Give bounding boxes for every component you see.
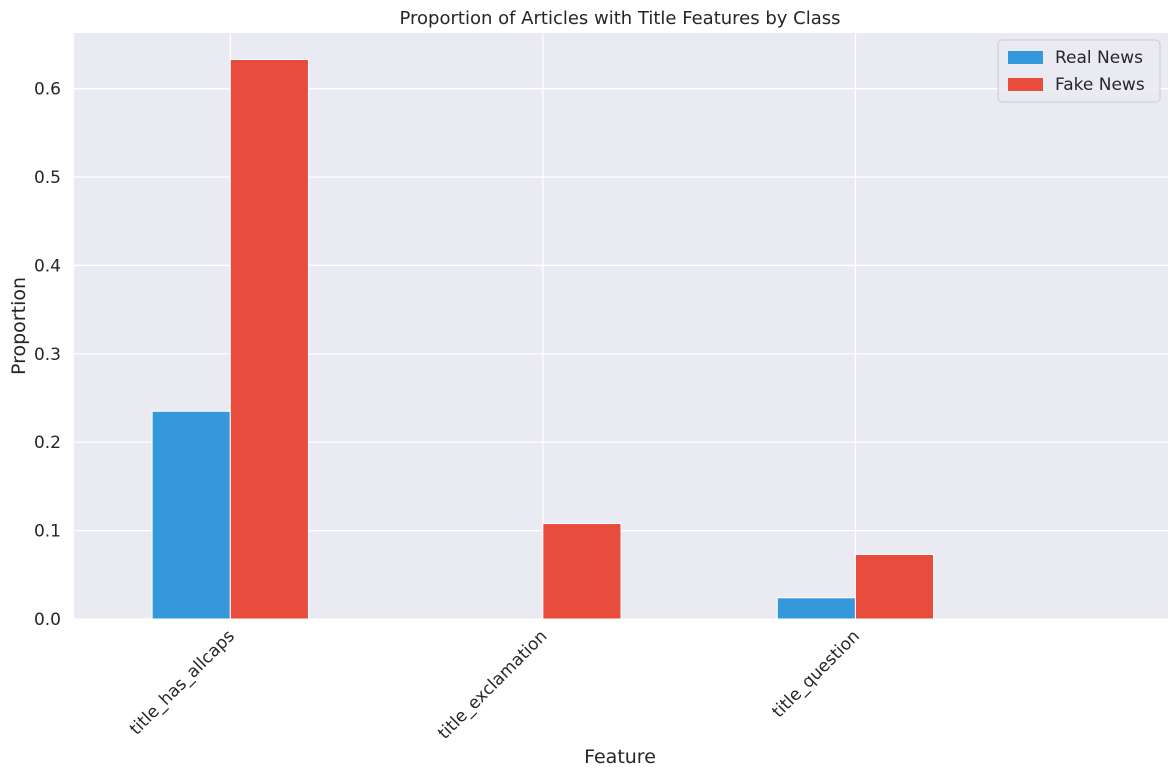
- legend: Real News Fake News: [997, 39, 1161, 103]
- chart-title: Proportion of Articles with Title Featur…: [400, 8, 841, 29]
- y-tick-labels: 0.0 0.1 0.2 0.3 0.4 0.5 0.6: [34, 80, 61, 630]
- y-axis-label: Proportion: [8, 277, 30, 375]
- bar-fake-news-title_exclamation: [542, 523, 622, 620]
- y-tick-label: 0.4: [34, 256, 61, 276]
- y-tick-label: 0.5: [34, 168, 61, 188]
- y-tick-label: 0.6: [34, 80, 61, 100]
- legend-label: Fake News: [1055, 75, 1145, 95]
- legend-swatch: [1008, 78, 1043, 91]
- x-axis-label: Feature: [584, 746, 656, 768]
- bar-fake-news-title_question: [854, 553, 935, 620]
- y-tick-label: 0.0: [34, 610, 61, 630]
- legend-label: Real News: [1055, 48, 1143, 68]
- bar-fake-news-title_has_allcaps: [229, 59, 309, 620]
- y-tick-label: 0.3: [34, 345, 61, 365]
- x-tick-label: title_exclamation: [434, 626, 551, 743]
- x-tick-label: title_has_allcaps: [126, 626, 239, 739]
- bar-real-news-title_has_allcaps: [151, 410, 231, 620]
- legend-swatch: [1008, 51, 1043, 64]
- x-tick-label: title_question: [768, 626, 864, 722]
- bar-real-news-title_question: [776, 597, 856, 620]
- x-tick-labels: title_has_allcaps title_exclamation title_…: [126, 626, 864, 743]
- y-tick-label: 0.1: [34, 522, 61, 542]
- bars: [151, 59, 935, 620]
- y-tick-label: 0.2: [34, 433, 61, 453]
